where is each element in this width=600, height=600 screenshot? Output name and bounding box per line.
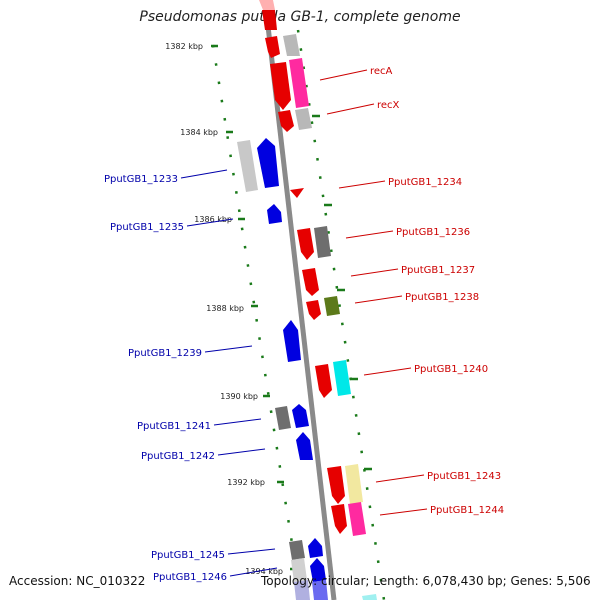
leader-line (350, 268, 399, 277)
scale-label: 1386 kbp (194, 215, 232, 224)
gene-PputGB1_1240-feature (333, 360, 351, 396)
gene-label-right: recA (370, 66, 393, 77)
gene-PputGB1_1246-arrow (310, 558, 326, 582)
leader-line (204, 345, 253, 353)
gene-PputGB1_1238-feature (324, 296, 340, 316)
scale-label: 1382 kbp (165, 42, 203, 51)
gene-recA-arrow (270, 62, 291, 110)
gene-block-forward (265, 36, 280, 58)
scale-label: 1394 kbp (245, 567, 283, 576)
leader-line (217, 448, 266, 456)
leader-line (338, 180, 386, 189)
gene-PputGB1_1234-arrow (290, 188, 304, 198)
accession-text: Accession: NC_010322 (9, 574, 146, 588)
leader-line (213, 418, 262, 426)
gene-PputGB1_1236-arrow (297, 228, 314, 260)
gene-PputGB1_1233-feature (237, 140, 258, 192)
leader-line (186, 218, 234, 227)
gene-label-left: PputGB1_1241 (137, 421, 211, 432)
map-title: Pseudomonas putida GB-1, complete genome (139, 9, 461, 25)
gene-PputGB1_1245-feature (289, 540, 305, 560)
gene-label-left: PputGB1_1233 (104, 174, 178, 185)
gene-PputGB1_1239-arrow (283, 320, 301, 362)
gene-PputGB1_1245-arrow (308, 538, 323, 558)
leader-line (379, 508, 428, 516)
gene-label-right: PputGB1_1243 (427, 471, 501, 482)
scale-ticks (211, 44, 372, 571)
gene-label-right: PputGB1_1238 (405, 292, 479, 303)
leader-line (326, 103, 375, 115)
gene-label-left: PputGB1_1245 (151, 550, 225, 561)
leader-line (180, 169, 228, 179)
gene-PputGB1_1242-arrow (296, 432, 313, 460)
gene-block-partial (312, 580, 328, 600)
gene-PputGB1_1244-arrow (331, 504, 347, 534)
gene-PputGB1_1236-feature (314, 226, 331, 258)
gene-label-right: PputGB1_1234 (388, 177, 462, 188)
gene-PputGB1_1241-feature (275, 406, 291, 430)
gene-recA-feature (289, 58, 309, 108)
gene-PputGB1_1240-arrow (315, 364, 332, 398)
scale-label: 1390 kbp (220, 392, 258, 401)
gene-block-forward-partial (262, 10, 277, 30)
gene-PputGB1_1233-arrow (257, 138, 279, 188)
gene-block-forward-partial (259, 0, 275, 10)
gene-PputGB1_1244-feature (348, 502, 366, 536)
leader-line (375, 474, 425, 483)
scale-label: 1384 kbp (180, 128, 218, 137)
gene-block-partial (362, 594, 377, 600)
gene-PputGB1_1237-arrow (302, 268, 319, 296)
gene-PputGB1_1241-arrow (292, 404, 309, 428)
gene-label-right: PputGB1_1240 (414, 364, 488, 375)
gene-block-partial (294, 580, 310, 600)
gene-recX-arrow (278, 110, 294, 132)
leader-line (363, 367, 412, 376)
leader-line (227, 548, 276, 555)
gene-label-right: recX (377, 100, 400, 111)
gene-label-right: PputGB1_1236 (396, 227, 470, 238)
gene-block-other (283, 34, 300, 56)
gene-recX-feature (295, 108, 312, 130)
gene-PputGB1_1238-arrow (306, 300, 321, 320)
leader-line (319, 69, 368, 81)
gene-label-right: PputGB1_1237 (401, 265, 475, 276)
leader-line (229, 567, 278, 577)
gene-label-left: PputGB1_1246 (153, 572, 227, 583)
leader-line (345, 230, 394, 239)
gene-label-left: PputGB1_1242 (141, 451, 215, 462)
scale-label: 1388 kbp (206, 304, 244, 313)
gene-label-left: PputGB1_1235 (110, 222, 184, 233)
gene-PputGB1_1246-feature (291, 558, 307, 582)
scale-ring-left (211, 44, 303, 600)
scale-label: 1392 kbp (227, 478, 265, 487)
gene-label-left: PputGB1_1239 (128, 348, 202, 359)
gene-PputGB1_1243-feature (345, 464, 363, 504)
genome-summary-text: Topology: circular; Length: 6,078,430 bp… (261, 574, 591, 588)
gene-PputGB1_1235-arrow (267, 204, 282, 224)
gene-PputGB1_1243-arrow (327, 466, 345, 504)
leader-line (354, 295, 403, 304)
gene-label-right: PputGB1_1244 (430, 505, 504, 516)
